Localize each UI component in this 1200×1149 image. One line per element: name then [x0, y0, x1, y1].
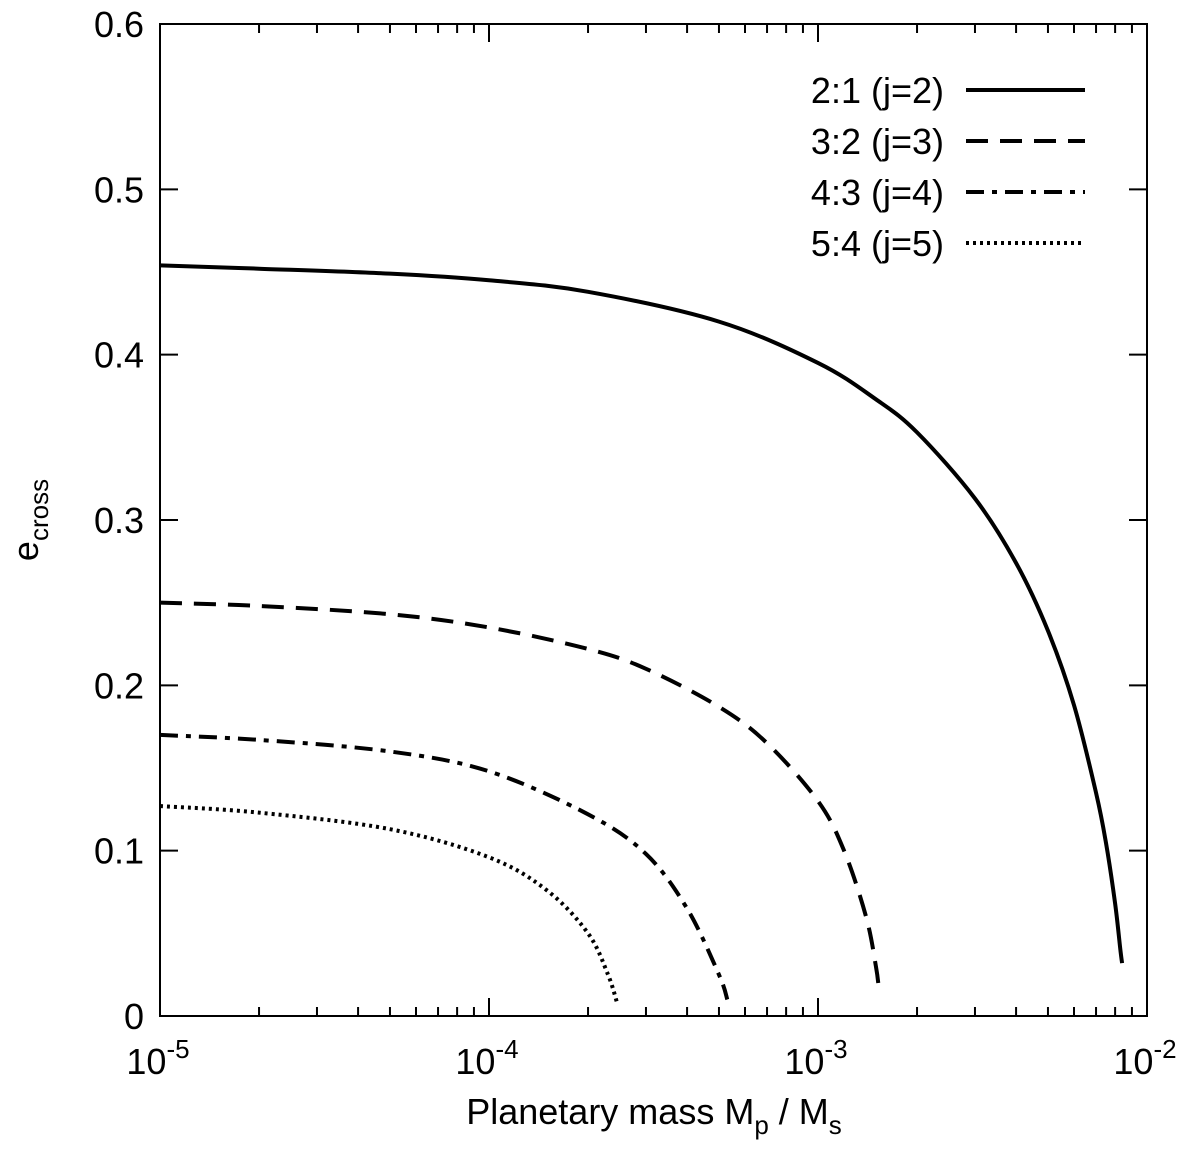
legend-label: 5:4 (j=5) [811, 223, 944, 264]
x-axis: 10-5 10-4 10-3 10-2 [126, 24, 1177, 1082]
y-tick-label: 0.3 [94, 500, 144, 541]
x-tick-exponent: -2 [1153, 1034, 1176, 1064]
legend-label: 2:1 (j=2) [811, 70, 944, 111]
series-line-1 [159, 263, 1125, 964]
x-tick-exponent: -5 [166, 1034, 189, 1064]
series-group [159, 263, 1125, 1004]
legend: 2:1 (j=2) 3:2 (j=3) 4:3 (j=4) 5:4 (j=5) [811, 70, 1085, 264]
minor-ticks [258, 24, 1133, 1016]
x-tick-label: 10-2 [1113, 1034, 1176, 1082]
x-tick-label: 10-5 [126, 1034, 189, 1082]
x-tick-label: 10-4 [455, 1034, 518, 1082]
y-tick-label: 0.4 [94, 335, 144, 376]
plot-frame [159, 23, 1148, 1017]
x-tick-base: 10 [784, 1041, 824, 1082]
x-tick-label: 10-3 [784, 1034, 847, 1082]
legend-label: 3:2 (j=3) [811, 121, 944, 162]
x-tick-exponent: -3 [824, 1034, 847, 1064]
series-line-3 [159, 732, 730, 1001]
series-line-4 [159, 804, 619, 1004]
y-tick-label: 0.6 [94, 4, 144, 45]
y-axis: 0 0.1 0.2 0.3 0.4 0.5 0.6 [94, 4, 1147, 1037]
legend-label: 4:3 (j=4) [811, 172, 944, 213]
x-tick-base: 10 [455, 1041, 495, 1082]
series-line-2 [159, 600, 881, 989]
y-axis-title: ecross [5, 479, 54, 561]
x-tick-exponent: -4 [495, 1034, 518, 1064]
y-tick-label: 0 [124, 996, 144, 1037]
y-tick-label: 0.2 [94, 665, 144, 706]
x-axis-title: Planetary mass Mp / Ms [466, 1091, 842, 1140]
x-tick-base: 10 [1113, 1041, 1153, 1082]
x-tick-base: 10 [126, 1041, 166, 1082]
y-tick-label: 0.5 [94, 169, 144, 210]
y-tick-label: 0.1 [94, 831, 144, 872]
